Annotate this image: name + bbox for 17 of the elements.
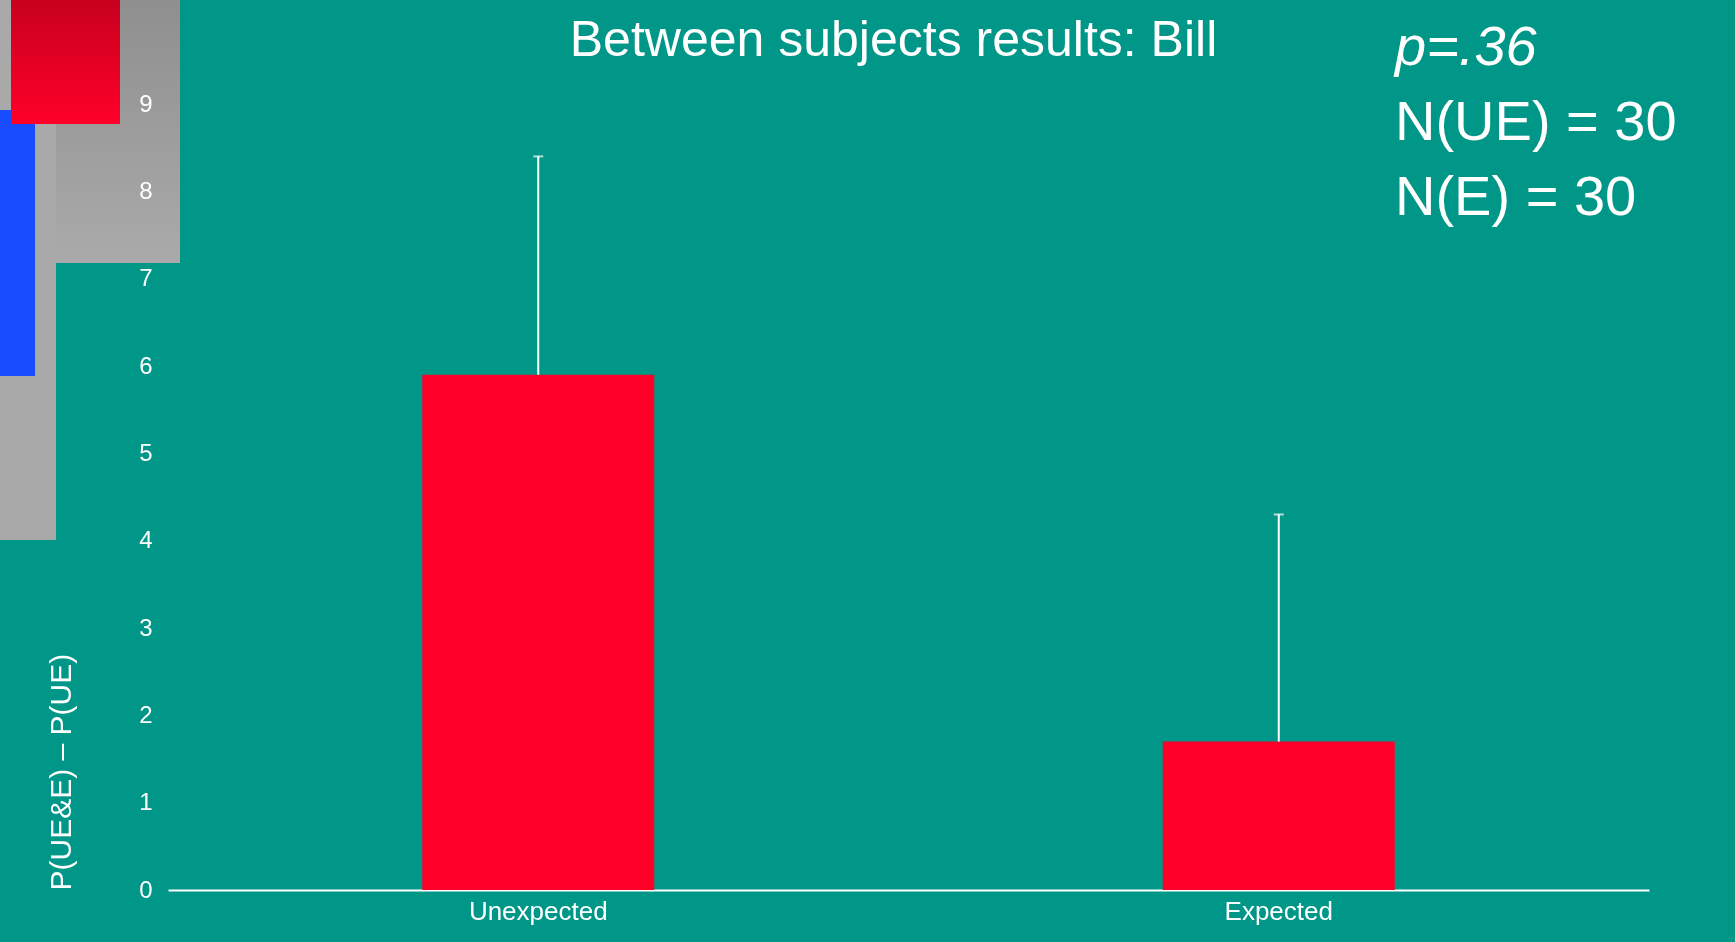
text: p=.36 (1395, 13, 1538, 79)
y-tick-label: 3 (139, 613, 153, 641)
y-tick-label: 4 (139, 526, 153, 554)
y-tick-label: 5 (139, 438, 153, 466)
chart-title: Between subjects results: Bill (569, 11, 1218, 67)
y-tick-label: 6 (139, 351, 153, 379)
x-tick-label: Expected (1224, 895, 1333, 926)
annotation: N(E) = 30 (1395, 163, 1638, 229)
y-tick-label: 7 (139, 264, 153, 292)
x-tick-label: Unexpected (468, 895, 608, 926)
y-tick-label: 9 (139, 89, 153, 117)
y-tick-label: 1 (139, 788, 153, 816)
y-tick-label: 2 (139, 700, 153, 728)
y-tick-label: 8 (139, 176, 153, 204)
y-axis-title: P(UE&E) – P(UE) (44, 653, 78, 891)
y-tick-label: 0 (139, 875, 153, 903)
annotation: N(UE) = 30 (1395, 88, 1677, 154)
